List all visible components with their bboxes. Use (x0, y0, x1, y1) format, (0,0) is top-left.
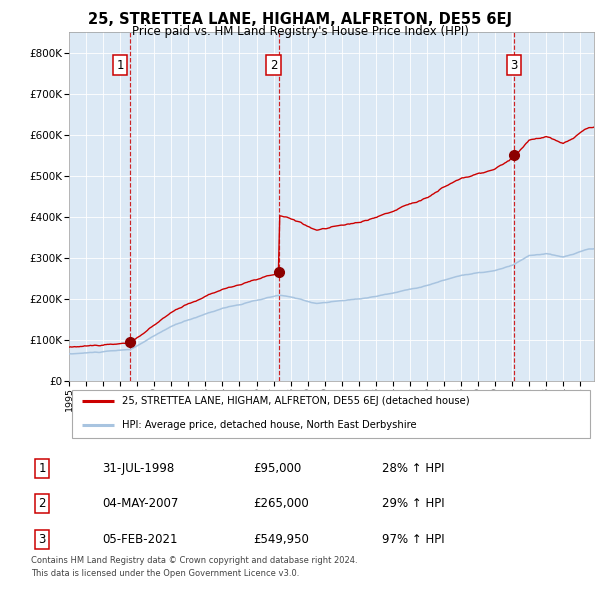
Text: Price paid vs. HM Land Registry's House Price Index (HPI): Price paid vs. HM Land Registry's House … (131, 25, 469, 38)
Text: 04-MAY-2007: 04-MAY-2007 (103, 497, 179, 510)
Text: 25, STRETTEA LANE, HIGHAM, ALFRETON, DE55 6EJ (detached house): 25, STRETTEA LANE, HIGHAM, ALFRETON, DE5… (121, 396, 469, 405)
Text: 31-JUL-1998: 31-JUL-1998 (103, 462, 175, 475)
Text: 05-FEB-2021: 05-FEB-2021 (103, 533, 178, 546)
Text: £549,950: £549,950 (253, 533, 309, 546)
Text: 3: 3 (38, 533, 46, 546)
Text: 2: 2 (38, 497, 46, 510)
FancyBboxPatch shape (71, 390, 590, 438)
Text: 1: 1 (116, 59, 124, 72)
Text: 2: 2 (270, 59, 277, 72)
Text: 29% ↑ HPI: 29% ↑ HPI (382, 497, 444, 510)
Text: 3: 3 (510, 59, 517, 72)
Text: £95,000: £95,000 (253, 462, 301, 475)
Text: 25, STRETTEA LANE, HIGHAM, ALFRETON, DE55 6EJ: 25, STRETTEA LANE, HIGHAM, ALFRETON, DE5… (88, 12, 512, 27)
Text: 28% ↑ HPI: 28% ↑ HPI (382, 462, 444, 475)
Text: Contains HM Land Registry data © Crown copyright and database right 2024.: Contains HM Land Registry data © Crown c… (31, 556, 358, 565)
Text: HPI: Average price, detached house, North East Derbyshire: HPI: Average price, detached house, Nort… (121, 420, 416, 430)
Text: 1: 1 (38, 462, 46, 475)
Text: 97% ↑ HPI: 97% ↑ HPI (382, 533, 444, 546)
Text: £265,000: £265,000 (253, 497, 309, 510)
Text: This data is licensed under the Open Government Licence v3.0.: This data is licensed under the Open Gov… (31, 569, 299, 578)
